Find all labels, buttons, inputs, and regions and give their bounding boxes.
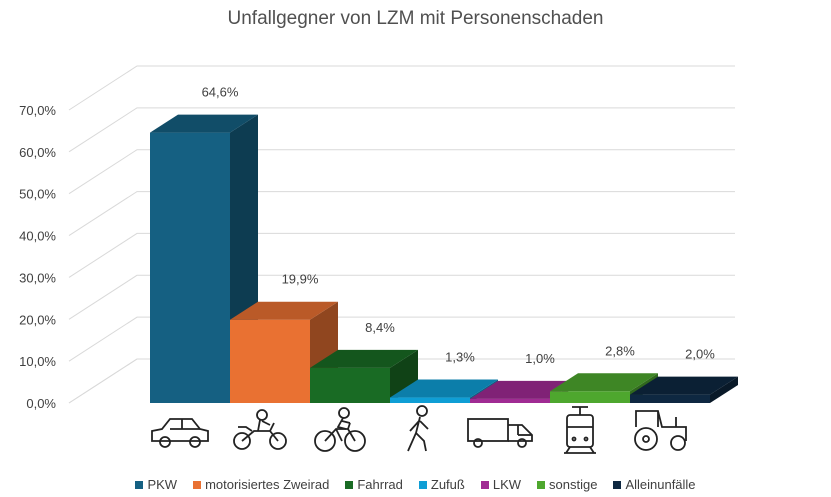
bar-top bbox=[630, 376, 738, 395]
pedestrian-icon bbox=[407, 405, 429, 452]
bar-front bbox=[230, 319, 310, 403]
bar-side bbox=[390, 349, 418, 403]
bicycle-icon bbox=[314, 407, 366, 452]
legend-swatch bbox=[480, 480, 489, 489]
category-icons bbox=[151, 405, 687, 454]
bar-top bbox=[230, 301, 338, 320]
data-label: 19,9% bbox=[282, 272, 319, 287]
gridline bbox=[68, 274, 735, 320]
y-tick-label: 0,0% bbox=[26, 396, 56, 411]
car-icon bbox=[151, 418, 209, 448]
bar bbox=[630, 376, 738, 403]
y-tick-label: 40,0% bbox=[19, 229, 56, 244]
legend-swatch bbox=[418, 480, 427, 489]
legend-swatch bbox=[193, 480, 202, 489]
gridline bbox=[68, 149, 735, 195]
y-tick-label: 30,0% bbox=[19, 270, 56, 285]
gridline bbox=[68, 232, 735, 278]
legend-item: motorisiertes Zweirad bbox=[193, 477, 329, 492]
legend-swatch bbox=[135, 480, 144, 489]
bar-side bbox=[710, 376, 738, 403]
legend-label: sonstige bbox=[549, 477, 598, 492]
bar-front bbox=[150, 132, 230, 404]
gridline bbox=[68, 107, 735, 153]
gridlines bbox=[68, 65, 735, 404]
bar-top bbox=[390, 379, 498, 398]
data-label: 64,6% bbox=[202, 85, 239, 100]
legend-item: Fahrrad bbox=[345, 477, 403, 492]
legend-label: Fahrrad bbox=[357, 477, 403, 492]
legend-label: Alleinunfälle bbox=[625, 477, 696, 492]
data-label: 2,8% bbox=[605, 343, 635, 358]
bars bbox=[150, 114, 738, 404]
bar-front bbox=[550, 391, 630, 403]
data-label: 1,3% bbox=[445, 350, 475, 365]
legend-label: LKW bbox=[492, 477, 522, 492]
y-tick-label: 70,0% bbox=[19, 103, 56, 118]
y-tick-label: 20,0% bbox=[19, 312, 56, 327]
data-label: 8,4% bbox=[365, 320, 395, 335]
legend-item: sonstige bbox=[537, 477, 597, 492]
motorcycle-icon bbox=[233, 409, 287, 450]
legend-swatch bbox=[345, 480, 354, 489]
legend-label: PKW bbox=[147, 477, 178, 492]
legend-label: Zufuß bbox=[430, 477, 465, 492]
tram-icon bbox=[564, 406, 596, 454]
y-tick-label: 10,0% bbox=[19, 354, 56, 369]
legend-swatch bbox=[613, 480, 622, 489]
gridline bbox=[68, 65, 735, 111]
gridline bbox=[68, 191, 735, 236]
legend-label: motorisiertes Zweirad bbox=[205, 477, 330, 492]
legend: PKW motorisiertes Zweirad Fahrrad Zufuß LKW s… bbox=[0, 477, 831, 492]
legend-swatch bbox=[537, 480, 546, 489]
data-labels: 64,6% 19,9% 8,4% 1,3% 1,0% 2,8% 2,0% bbox=[202, 85, 716, 366]
bar bbox=[310, 349, 418, 403]
bar-top bbox=[150, 114, 258, 133]
bar-front bbox=[390, 397, 470, 403]
gridline bbox=[68, 316, 735, 362]
bar-front bbox=[470, 398, 550, 403]
bar-front bbox=[630, 394, 710, 403]
legend-item: LKW bbox=[480, 477, 522, 492]
y-tick-label: 50,0% bbox=[19, 187, 56, 202]
truck-icon bbox=[467, 418, 533, 448]
bar-top bbox=[550, 373, 658, 392]
y-axis-ticks: 0,0% 10,0% 20,0% 30,0% 40,0% 50,0% 60,0% 70,0% bbox=[19, 103, 56, 411]
bar-top bbox=[310, 349, 418, 368]
data-label: 2,0% bbox=[685, 347, 715, 362]
legend-item: Alleinunfälle bbox=[613, 477, 696, 492]
tractor-icon bbox=[634, 410, 687, 451]
bar-front bbox=[310, 367, 390, 403]
data-label: 1,0% bbox=[525, 351, 555, 366]
floor-edge bbox=[68, 358, 138, 404]
chart-title: Unfallgegner von LZM mit Personenschaden bbox=[227, 8, 604, 29]
legend-item: PKW bbox=[135, 477, 177, 492]
y-tick-label: 60,0% bbox=[19, 145, 56, 160]
legend-item: Zufuß bbox=[418, 477, 465, 492]
